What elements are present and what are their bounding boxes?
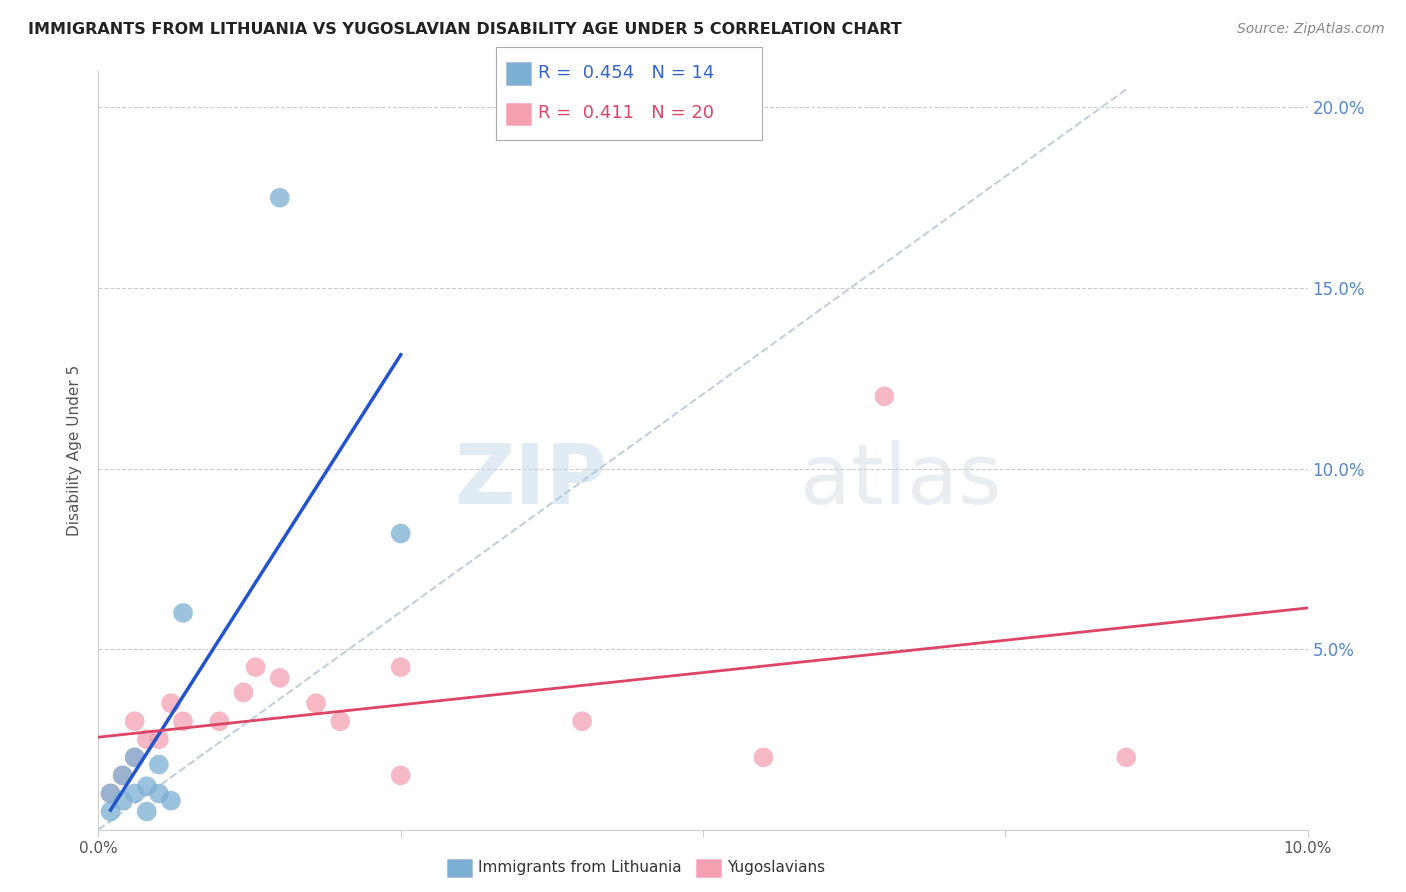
Point [873, 389, 896, 403]
Point [389, 526, 412, 541]
Text: Immigrants from Lithuania: Immigrants from Lithuania [478, 861, 682, 875]
Point [269, 671, 291, 685]
Text: atlas: atlas [800, 441, 1001, 521]
Point [148, 732, 170, 747]
Point [100, 787, 122, 801]
Point [232, 685, 254, 699]
Point [172, 606, 194, 620]
Point [111, 768, 134, 782]
Point [160, 794, 183, 808]
Text: ZIP: ZIP [454, 441, 606, 521]
Point [100, 787, 122, 801]
Text: Source: ZipAtlas.com: Source: ZipAtlas.com [1237, 22, 1385, 37]
Point [111, 768, 134, 782]
Point [100, 805, 122, 819]
Point [245, 660, 267, 674]
Point [329, 714, 352, 729]
Text: Yugoslavians: Yugoslavians [727, 861, 825, 875]
Point [305, 696, 328, 710]
Y-axis label: Disability Age Under 5: Disability Age Under 5 [67, 365, 83, 536]
Point [148, 757, 170, 772]
Point [124, 714, 146, 729]
Point [389, 660, 412, 674]
Point [208, 714, 231, 729]
Point [124, 750, 146, 764]
Point [172, 714, 194, 729]
Text: IMMIGRANTS FROM LITHUANIA VS YUGOSLAVIAN DISABILITY AGE UNDER 5 CORRELATION CHAR: IMMIGRANTS FROM LITHUANIA VS YUGOSLAVIAN… [28, 22, 901, 37]
Point [148, 787, 170, 801]
Point [124, 787, 146, 801]
Point [124, 750, 146, 764]
Point [160, 696, 183, 710]
Point [571, 714, 593, 729]
Point [135, 805, 157, 819]
Point [752, 750, 775, 764]
Point [1115, 750, 1137, 764]
Point [389, 768, 412, 782]
Point [135, 732, 157, 747]
Text: R =  0.454   N = 14: R = 0.454 N = 14 [538, 64, 714, 82]
Point [111, 794, 134, 808]
Point [135, 779, 157, 793]
Text: R =  0.411   N = 20: R = 0.411 N = 20 [538, 104, 714, 122]
Point [269, 191, 291, 205]
